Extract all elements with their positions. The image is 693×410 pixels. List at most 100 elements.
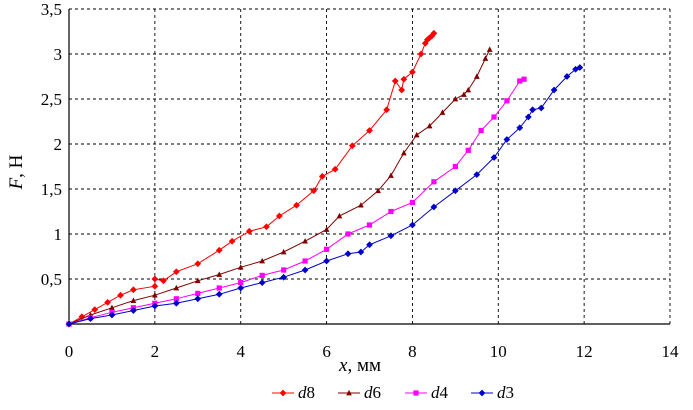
data-point-d3 (65, 320, 73, 328)
data-point-d3 (524, 113, 532, 121)
series-line-d8 (68, 32, 435, 325)
data-point-d4 (345, 231, 351, 237)
data-point-d6 (413, 131, 420, 138)
data-point-d8 (293, 201, 300, 209)
data-point-d8 (104, 299, 112, 306)
legend-label-number: 4 (440, 383, 449, 402)
data-point-d4 (521, 76, 527, 82)
data-point-d3 (151, 302, 159, 310)
data-point-d4 (323, 246, 330, 252)
data-point-d8 (78, 313, 86, 321)
legend-marker-d3 (478, 389, 486, 397)
data-point-d8 (275, 212, 283, 220)
y-tick-label: 1,5 (41, 180, 62, 199)
data-point-d6 (302, 238, 308, 244)
data-point-d6 (482, 55, 489, 61)
data-point-d4 (388, 208, 394, 215)
legend-label-d6: d6 (364, 383, 381, 402)
data-point-d6 (375, 187, 381, 194)
data-point-d6 (173, 284, 180, 291)
legend-marker-d8 (279, 389, 287, 397)
data-point-d8 (172, 268, 180, 276)
data-point-d8 (398, 86, 406, 94)
data-point-d3 (576, 64, 584, 71)
data-point-d4 (491, 114, 497, 120)
data-point-d3 (172, 299, 180, 307)
y-tick-label: 3,5 (41, 0, 62, 19)
x-tick-label: 4 (236, 342, 245, 361)
data-point-d3 (387, 232, 395, 240)
data-point-d8 (194, 260, 202, 268)
x-tick-label: 6 (322, 342, 331, 361)
y-axis-title: F, Н (6, 154, 27, 190)
y-tick-label: 1 (54, 225, 63, 244)
data-point-d6 (426, 122, 433, 129)
data-point-d3 (490, 154, 498, 161)
data-point-d6 (130, 297, 137, 303)
legend-item-d3: d3 (471, 383, 514, 402)
data-point-d3 (516, 124, 524, 132)
data-point-d6 (194, 277, 201, 284)
tick-label-layer: 0 2 4 6 8 10 12 14 0,5 1 1,5 2 2,5 3 3,5 (41, 0, 679, 361)
data-point-d3 (280, 273, 288, 281)
data-point-d4 (517, 78, 523, 84)
data-point-d6 (400, 149, 407, 156)
legend-item-d8: d8 (272, 383, 315, 402)
legend-label-letter: d (497, 383, 506, 402)
legend-label-number: 8 (307, 383, 316, 402)
legend-label-letter: d (364, 383, 373, 402)
data-point-d8 (409, 68, 416, 76)
x-tick-label: 2 (151, 342, 160, 361)
data-point-d3 (550, 86, 558, 94)
data-point-d8 (160, 277, 167, 285)
data-point-d8 (151, 282, 159, 290)
data-point-d4 (281, 267, 287, 273)
data-point-d8 (400, 75, 408, 83)
data-point-d8 (428, 32, 436, 40)
y-axis-unit: , Н (6, 154, 27, 178)
data-point-d3 (529, 106, 537, 114)
x-tick-label: 12 (576, 342, 593, 361)
data-point-d3 (357, 248, 365, 256)
data-point-d4 (366, 222, 373, 228)
data-point-d3 (87, 315, 94, 322)
y-axis-variable: F (6, 177, 27, 190)
data-point-d8 (391, 77, 399, 85)
series-d3 (65, 64, 584, 328)
data-point-d3 (301, 266, 309, 274)
data-point-d8 (117, 291, 124, 299)
legend-label-letter: d (431, 383, 440, 402)
data-point-d6 (473, 73, 480, 79)
data-point-d8 (228, 237, 236, 245)
data-point-d6 (465, 86, 472, 93)
x-tick-label: 0 (65, 342, 74, 361)
y-tick-label: 0,5 (41, 270, 62, 289)
data-point-d3 (503, 136, 511, 143)
data-point-d6 (461, 91, 467, 97)
data-point-d3 (451, 187, 459, 195)
data-point-d8 (130, 286, 137, 294)
legend-label-d8: d8 (298, 383, 315, 402)
data-point-d3 (108, 311, 116, 319)
data-point-d8 (91, 306, 99, 313)
series-line-d4 (68, 78, 525, 325)
data-point-d3 (473, 171, 481, 178)
data-point-d3 (563, 73, 571, 80)
data-point-d6 (280, 248, 287, 255)
data-point-d6 (109, 304, 115, 311)
data-point-d8 (417, 50, 425, 58)
grid-layer (69, 8, 671, 324)
series-line-d6 (68, 49, 491, 325)
data-point-d6 (439, 109, 446, 115)
data-point-d6 (358, 202, 364, 208)
legend-label-d4: d4 (431, 383, 449, 402)
legend-marker-d6 (346, 389, 352, 396)
data-point-d6 (216, 271, 223, 277)
data-point-d6 (388, 172, 394, 178)
data-point-d8 (310, 187, 318, 195)
legend-label-letter: d (298, 383, 307, 402)
data-point-d8 (318, 173, 326, 180)
data-point-d4 (195, 290, 201, 296)
legend-label-number: 3 (506, 383, 515, 402)
